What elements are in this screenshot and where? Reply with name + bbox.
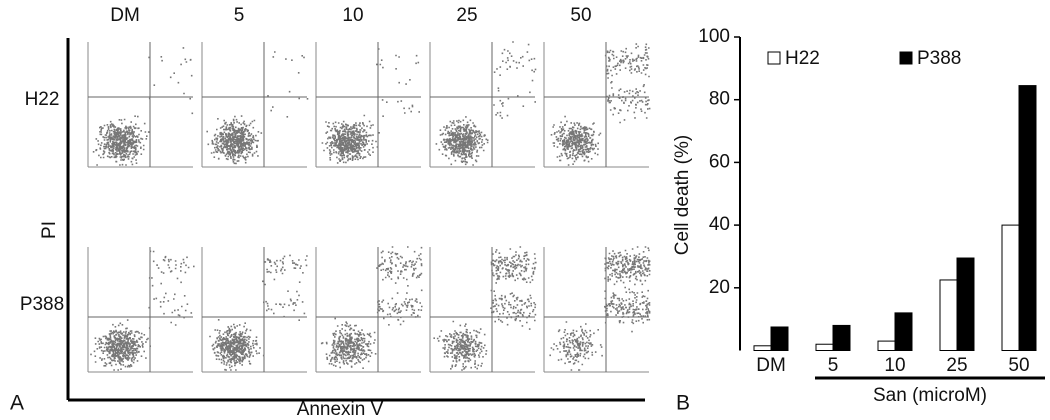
y-tick-label: 20	[709, 277, 730, 298]
bar	[894, 312, 913, 352]
y-tick-label: 60	[709, 151, 730, 172]
bar	[956, 257, 975, 351]
x-axis-label: San (microM)	[873, 385, 987, 406]
legend-swatch	[899, 51, 913, 65]
column-label: 5	[234, 5, 245, 26]
legend-label: P388	[917, 48, 961, 69]
bar	[815, 343, 834, 352]
x-tick-label: 50	[1008, 355, 1029, 376]
flow-plot	[543, 246, 651, 373]
event-dots	[550, 43, 651, 166]
event-dots	[321, 48, 420, 164]
bar	[753, 345, 772, 351]
flow-plot	[201, 247, 308, 373]
bar	[770, 326, 789, 351]
flow-plot	[429, 41, 537, 168]
event-dots	[206, 51, 309, 165]
bar	[832, 324, 851, 352]
x-tick-label: 5	[828, 355, 839, 376]
bar	[1001, 224, 1020, 352]
panel-label: A	[10, 392, 24, 415]
flow-plot	[315, 246, 423, 373]
column-label: 50	[570, 5, 591, 26]
bar-panel: Cell death (%) San (microM) B	[672, 135, 1045, 415]
y-tick-label: 40	[709, 214, 730, 235]
event-dots	[92, 47, 194, 166]
column-label: 10	[342, 5, 363, 26]
x-tick-label: 10	[884, 355, 905, 376]
legend-label: H22	[785, 48, 820, 69]
y-axis-label: Cell death (%)	[672, 135, 693, 255]
x-axis-label: Annexin V	[297, 399, 384, 420]
flow-plot	[87, 247, 195, 373]
event-dots	[209, 254, 308, 371]
legend-swatch	[767, 51, 781, 65]
flow-plot	[315, 42, 421, 168]
event-dots	[549, 246, 651, 371]
flow-plot	[201, 42, 309, 168]
x-tick-label: 25	[946, 355, 967, 376]
flow-plot	[87, 42, 194, 168]
row-label: P388	[20, 294, 64, 315]
event-dots	[435, 41, 537, 166]
event-dots	[433, 246, 537, 371]
column-label: 25	[456, 5, 477, 26]
row-label: H22	[25, 89, 60, 110]
y-tick-label: 80	[709, 89, 730, 110]
flow-panel: PI Annexin V A	[10, 38, 645, 420]
x-tick-label: DM	[756, 355, 786, 376]
column-label: DM	[110, 5, 140, 26]
bar	[1018, 85, 1037, 351]
bar	[939, 279, 958, 351]
event-dots	[320, 246, 423, 369]
y-tick-label: 100	[698, 26, 730, 47]
flow-plot	[429, 246, 537, 373]
event-dots	[90, 250, 195, 371]
bar	[877, 340, 896, 352]
panel-label: B	[676, 392, 690, 415]
flow-plot	[543, 42, 651, 168]
y-axis-label: PI	[39, 221, 60, 239]
